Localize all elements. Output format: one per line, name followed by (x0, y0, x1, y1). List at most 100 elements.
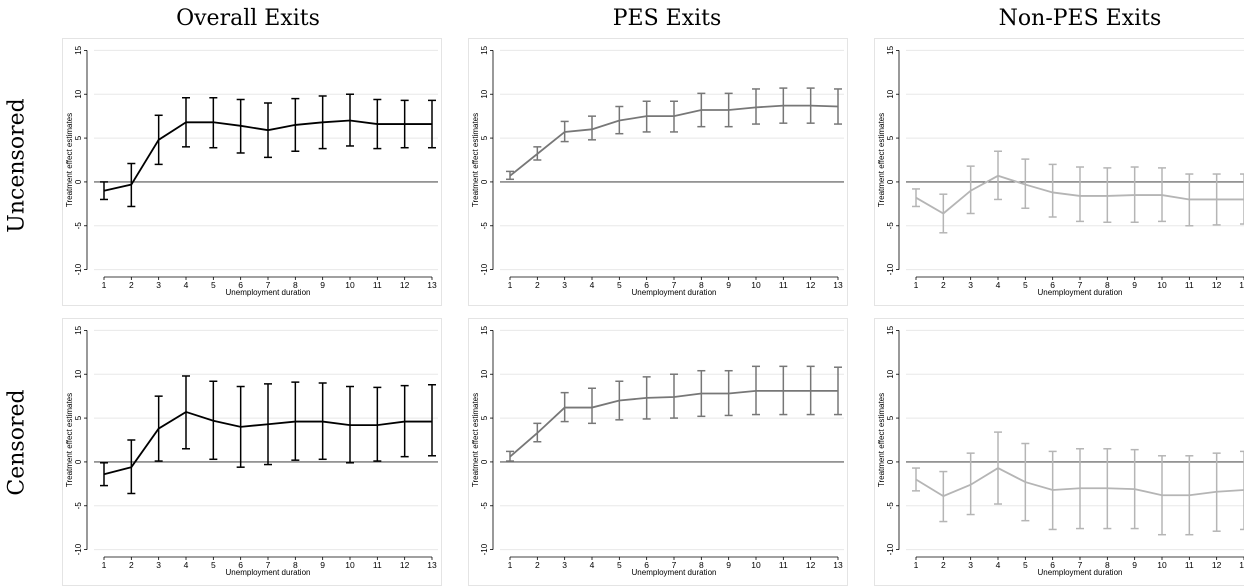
y-tick-label: 15 (886, 45, 895, 54)
x-tick-label: 11 (1185, 280, 1194, 290)
y-axis-label: Treatment effect estimates (471, 113, 480, 207)
x-tick-label: 12 (400, 560, 410, 570)
x-tick-label: 13 (1239, 280, 1244, 290)
x-tick-label: 3 (968, 560, 973, 570)
x-axis-label: Unemployment duration (632, 568, 717, 577)
y-tick-label: -10 (480, 543, 489, 555)
x-axis-label: Unemployment duration (226, 288, 311, 297)
x-tick-label: 9 (1132, 560, 1137, 570)
y-tick-label: -5 (886, 502, 895, 510)
x-tick-label: 1 (914, 560, 919, 570)
y-tick-label: 10 (886, 89, 895, 98)
y-tick-label: -5 (74, 502, 83, 510)
x-tick-label: 9 (726, 560, 731, 570)
x-tick-label: 2 (129, 560, 134, 570)
x-tick-label: 12 (806, 560, 816, 570)
x-tick-label: 13 (427, 560, 437, 570)
x-tick-label: 1 (102, 280, 107, 290)
x-tick-label: 13 (1239, 560, 1244, 570)
x-tick-label: 7 (672, 280, 677, 290)
plot-frame (62, 318, 442, 586)
x-tick-label: 8 (293, 280, 298, 290)
x-tick-label: 11 (1185, 560, 1194, 570)
y-tick-label: -10 (886, 543, 895, 555)
x-tick-label: 2 (535, 560, 540, 570)
x-tick-label: 4 (590, 560, 595, 570)
x-tick-label: 12 (1212, 560, 1222, 570)
x-tick-label: 6 (238, 560, 243, 570)
x-tick-label: 4 (996, 560, 1001, 570)
estimate-line (915, 174, 1244, 215)
y-tick-label: 10 (886, 369, 895, 378)
estimate-line (103, 410, 432, 476)
plot-frame (874, 318, 1244, 586)
column-title-pes: PES Exits (612, 6, 722, 31)
x-tick-label: 5 (1023, 560, 1028, 570)
y-tick-label: -10 (480, 263, 489, 275)
y-tick-label: 5 (480, 135, 489, 140)
x-tick-label: 4 (184, 560, 189, 570)
x-tick-label: 8 (1105, 560, 1110, 570)
x-tick-label: 3 (562, 280, 567, 290)
y-tick-label: -10 (74, 263, 83, 275)
x-tick-label: 3 (562, 560, 567, 570)
x-tick-label: 12 (1212, 280, 1222, 290)
plot-frame (62, 38, 442, 306)
column-title-overall: Overall Exits (176, 6, 320, 31)
x-tick-label: 9 (320, 560, 325, 570)
column-title-nonpes: Non-PES Exits (998, 6, 1162, 31)
x-tick-label: 7 (672, 560, 677, 570)
y-tick-label: 5 (74, 415, 83, 420)
y-tick-label: -10 (74, 543, 83, 555)
x-tick-label: 13 (833, 280, 843, 290)
y-axis-label: Treatment effect estimates (877, 393, 886, 487)
y-tick-label: 15 (480, 325, 489, 334)
x-tick-label: 9 (320, 280, 325, 290)
x-tick-label: 9 (1132, 280, 1137, 290)
estimate-line (509, 104, 839, 177)
x-tick-label: 6 (644, 280, 649, 290)
x-tick-label: 8 (699, 280, 704, 290)
y-tick-label: 10 (480, 369, 489, 378)
x-tick-label: 6 (1050, 280, 1055, 290)
x-tick-label: 10 (345, 280, 355, 290)
x-tick-label: 2 (129, 280, 134, 290)
y-tick-label: -10 (886, 263, 895, 275)
x-tick-label: 2 (535, 280, 540, 290)
y-tick-label: 0 (74, 459, 83, 464)
x-axis-label: Unemployment duration (1038, 568, 1123, 577)
y-axis-label: Treatment effect estimates (65, 393, 74, 487)
x-tick-label: 13 (833, 560, 843, 570)
x-tick-label: 1 (508, 280, 513, 290)
y-tick-label: -5 (74, 222, 83, 230)
x-tick-label: 9 (726, 280, 731, 290)
x-tick-label: 8 (699, 560, 704, 570)
x-tick-label: 12 (806, 280, 816, 290)
y-tick-label: 0 (886, 459, 895, 464)
x-axis-label: Unemployment duration (632, 288, 717, 297)
x-tick-label: 7 (266, 280, 271, 290)
x-tick-label: 11 (373, 560, 382, 570)
x-tick-label: 6 (1050, 560, 1055, 570)
x-tick-label: 3 (968, 280, 973, 290)
x-tick-label: 3 (156, 560, 161, 570)
y-tick-label: 5 (480, 415, 489, 420)
x-tick-label: 1 (508, 560, 513, 570)
x-tick-label: 4 (184, 280, 189, 290)
x-tick-label: 8 (293, 560, 298, 570)
y-tick-label: 5 (886, 135, 895, 140)
y-tick-label: 10 (480, 89, 489, 98)
x-tick-label: 7 (1078, 560, 1083, 570)
x-tick-label: 5 (617, 560, 622, 570)
y-axis-label: Treatment effect estimates (877, 113, 886, 207)
row-title-censored: Censored (4, 389, 30, 496)
x-tick-label: 13 (427, 280, 437, 290)
y-tick-label: 0 (480, 179, 489, 184)
y-tick-label: 15 (74, 45, 83, 54)
x-tick-label: 5 (211, 560, 216, 570)
row-title-uncensored: Uncensored (4, 98, 30, 233)
x-tick-label: 11 (373, 280, 382, 290)
